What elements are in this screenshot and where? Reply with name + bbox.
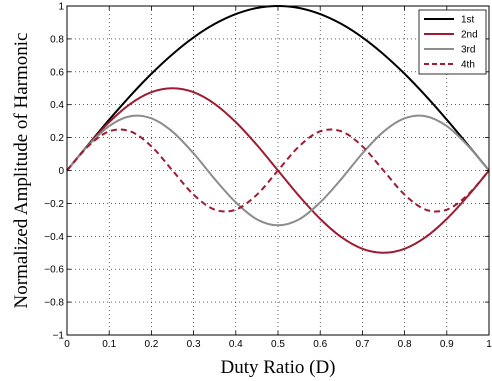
legend-label: 2nd bbox=[461, 30, 478, 41]
legend-label: 1st bbox=[461, 15, 475, 26]
y-tick-label: −0.4 bbox=[44, 232, 64, 243]
y-tick-label: −1 bbox=[53, 331, 65, 342]
series-line-4th bbox=[66, 128, 490, 213]
x-tick-label: 0.3 bbox=[187, 339, 201, 350]
y-tick-label: −0.8 bbox=[44, 298, 64, 309]
y-tick-label: 0.6 bbox=[50, 67, 64, 78]
y-tick-label: −0.6 bbox=[44, 265, 64, 276]
x-tick-label: 0 bbox=[64, 339, 70, 350]
axis-ticks: 0 0.1 0.2 0.3 0.4 0.5 0.6 0.7 0.8 0.9 1 1 0.8 0.6 0.4 0… bbox=[44, 2, 492, 351]
x-axis-title: Duty Ratio (D) bbox=[220, 357, 335, 378]
y-tick-label: −0.2 bbox=[44, 199, 64, 210]
legend: 1st 2nd 3rd 4th bbox=[418, 9, 487, 75]
legend-label: 4th bbox=[461, 60, 475, 71]
y-tick-label: 0.4 bbox=[50, 100, 64, 111]
y-axis-title: Normalized Amplitude of Harmonic bbox=[11, 33, 32, 309]
x-tick-label: 0.2 bbox=[144, 339, 158, 350]
y-tick-label: 1 bbox=[58, 2, 64, 13]
series-line-3rd bbox=[66, 114, 490, 227]
x-tick-label: 0.9 bbox=[440, 339, 454, 350]
x-tick-label: 1 bbox=[486, 339, 492, 350]
y-tick-label: 0.8 bbox=[50, 34, 64, 45]
x-tick-label: 0.4 bbox=[229, 339, 243, 350]
series-lines bbox=[66, 4, 490, 254]
x-tick-label: 0.5 bbox=[271, 339, 285, 350]
y-tick-label: 0.2 bbox=[50, 133, 64, 144]
x-tick-label: 0.6 bbox=[313, 339, 327, 350]
x-tick-label: 0.8 bbox=[398, 339, 412, 350]
y-tick-label: 0 bbox=[58, 166, 64, 177]
x-tick-label: 0.1 bbox=[102, 339, 116, 350]
legend-label: 3rd bbox=[461, 45, 475, 56]
x-tick-label: 0.7 bbox=[355, 339, 369, 350]
